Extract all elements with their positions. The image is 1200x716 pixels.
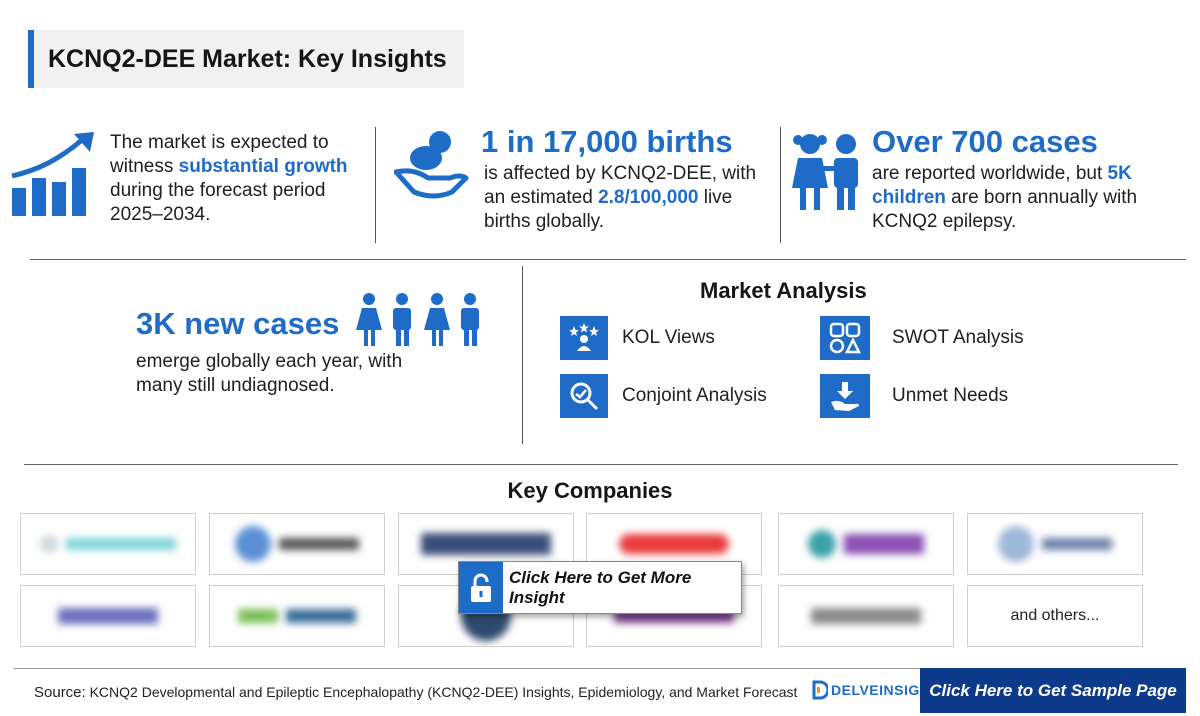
market-analysis-swot[interactable]: SWOT Analysis xyxy=(820,316,1024,360)
ma-label: SWOT Analysis xyxy=(892,327,1024,348)
others-label: and others... xyxy=(1010,607,1100,624)
lock-icon xyxy=(459,562,503,613)
people-icon xyxy=(356,293,479,346)
births-headline: 1 in 17,000 births xyxy=(481,124,733,159)
source-citation: Source: KCNQ2 Developmental and Epilepti… xyxy=(34,684,797,701)
company-logo xyxy=(20,513,196,575)
company-logo xyxy=(209,585,385,647)
section-divider xyxy=(30,259,1186,260)
delveinsight-logo: DELVEINSIGHT xyxy=(812,680,939,700)
growth-icon-wrap xyxy=(8,130,100,225)
births-highlight: 2.8/100,000 xyxy=(598,187,699,208)
new-cases-headline: 3K new cases xyxy=(136,306,340,341)
source-label: Source: xyxy=(34,684,86,701)
divider xyxy=(375,127,376,243)
kol-views-icon xyxy=(560,316,608,360)
cases-headline: Over 700 cases xyxy=(872,124,1098,159)
children-icon xyxy=(792,134,858,210)
growth-highlight: substantial growth xyxy=(178,156,348,177)
cases-insight: are reported worldwide, but 5K children … xyxy=(872,163,1138,232)
delveinsight-mark-icon xyxy=(812,680,828,700)
get-more-insight-label: Click Here to Get More Insight xyxy=(508,567,692,607)
company-logo xyxy=(20,585,196,647)
growth-chart-icon xyxy=(11,132,94,216)
ma-label: Unmet Needs xyxy=(892,385,1009,406)
ma-label: Conjoint Analysis xyxy=(622,385,767,406)
source-text: KCNQ2 Developmental and Epileptic Enceph… xyxy=(89,684,798,700)
cases-highlight: 5K children xyxy=(872,163,1132,208)
company-logo xyxy=(778,513,954,575)
get-sample-page-label: Click Here to Get Sample Page xyxy=(929,680,1177,700)
get-more-insight-button[interactable]: Click Here to Get More Insight xyxy=(458,561,742,614)
conjoint-analysis-icon xyxy=(560,374,608,418)
others-box: and others... xyxy=(967,585,1143,647)
page-title: KCNQ2-DEE Market: Key Insights xyxy=(48,44,447,73)
company-logo xyxy=(209,513,385,575)
cases-icon-wrap xyxy=(788,132,870,217)
market-analysis-kol-views[interactable]: KOL Views xyxy=(560,316,715,360)
company-logo xyxy=(967,513,1143,575)
new-cases-icon-wrap xyxy=(356,292,486,353)
new-cases-text: emerge globally each year, with many sti… xyxy=(136,351,403,396)
births-insight: is affected by KCNQ2-DEE, with an estima… xyxy=(484,163,757,232)
footer-divider xyxy=(14,668,920,669)
key-companies-title: Key Companies xyxy=(507,478,673,503)
page-title-box: KCNQ2-DEE Market: Key Insights xyxy=(28,30,464,88)
section-divider xyxy=(24,464,1178,465)
market-analysis-unmet-needs[interactable]: Unmet Needs xyxy=(820,374,1008,418)
divider xyxy=(780,127,781,243)
market-analysis-conjoint[interactable]: Conjoint Analysis xyxy=(560,374,767,418)
swot-icon xyxy=(820,316,870,360)
baby-in-hand-icon xyxy=(393,131,469,199)
company-logo xyxy=(778,585,954,647)
unmet-needs-icon xyxy=(820,374,870,418)
get-sample-page-button[interactable]: Click Here to Get Sample Page xyxy=(920,668,1186,713)
growth-insight: The market is expected to witness substa… xyxy=(110,132,348,225)
ma-label: KOL Views xyxy=(622,327,715,348)
market-analysis-title: Market Analysis xyxy=(700,278,867,303)
divider xyxy=(522,266,523,444)
births-icon-wrap xyxy=(393,128,470,205)
brand-name: DELVEINSIGHT xyxy=(831,682,940,698)
